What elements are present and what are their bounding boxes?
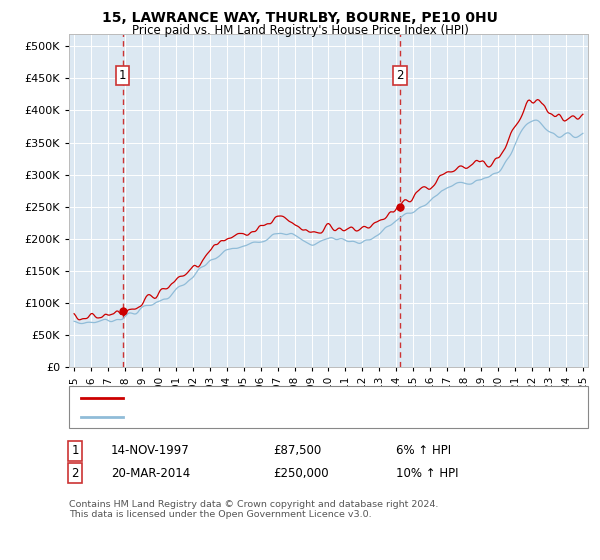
Text: 1: 1	[71, 444, 79, 458]
Text: 10% ↑ HPI: 10% ↑ HPI	[396, 466, 458, 480]
Text: 1: 1	[119, 69, 127, 82]
Text: 15, LAWRANCE WAY, THURLBY, BOURNE, PE10 0HU (detached house): 15, LAWRANCE WAY, THURLBY, BOURNE, PE10 …	[132, 393, 493, 403]
Text: 15, LAWRANCE WAY, THURLBY, BOURNE, PE10 0HU: 15, LAWRANCE WAY, THURLBY, BOURNE, PE10 …	[102, 11, 498, 25]
Text: Contains HM Land Registry data © Crown copyright and database right 2024.
This d: Contains HM Land Registry data © Crown c…	[69, 500, 439, 519]
Text: £250,000: £250,000	[273, 466, 329, 480]
Text: 20-MAR-2014: 20-MAR-2014	[111, 466, 190, 480]
Text: HPI: Average price, detached house, South Kesteven: HPI: Average price, detached house, Sout…	[132, 412, 406, 422]
Text: 6% ↑ HPI: 6% ↑ HPI	[396, 444, 451, 458]
Text: Price paid vs. HM Land Registry's House Price Index (HPI): Price paid vs. HM Land Registry's House …	[131, 24, 469, 36]
Text: 2: 2	[396, 69, 404, 82]
Text: £87,500: £87,500	[273, 444, 321, 458]
Text: 2: 2	[71, 466, 79, 480]
Text: 14-NOV-1997: 14-NOV-1997	[111, 444, 190, 458]
